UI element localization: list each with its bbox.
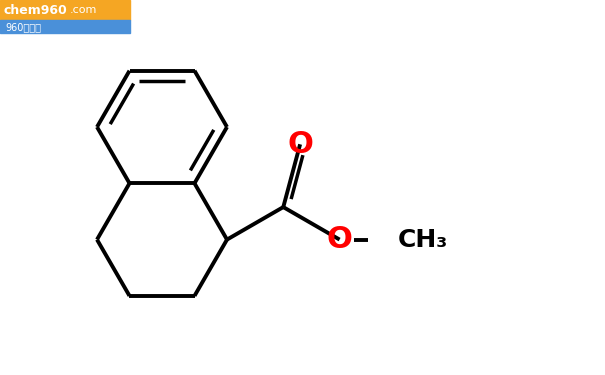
Text: CH₃: CH₃ — [397, 228, 448, 252]
Text: 960化工网: 960化工网 — [5, 22, 41, 32]
Text: .com: .com — [70, 5, 97, 15]
Text: O: O — [327, 225, 353, 254]
Bar — [0, 0, 130, 20]
Text: O: O — [287, 130, 313, 159]
Bar — [0, 20, 130, 33]
Text: chem960: chem960 — [3, 3, 67, 16]
